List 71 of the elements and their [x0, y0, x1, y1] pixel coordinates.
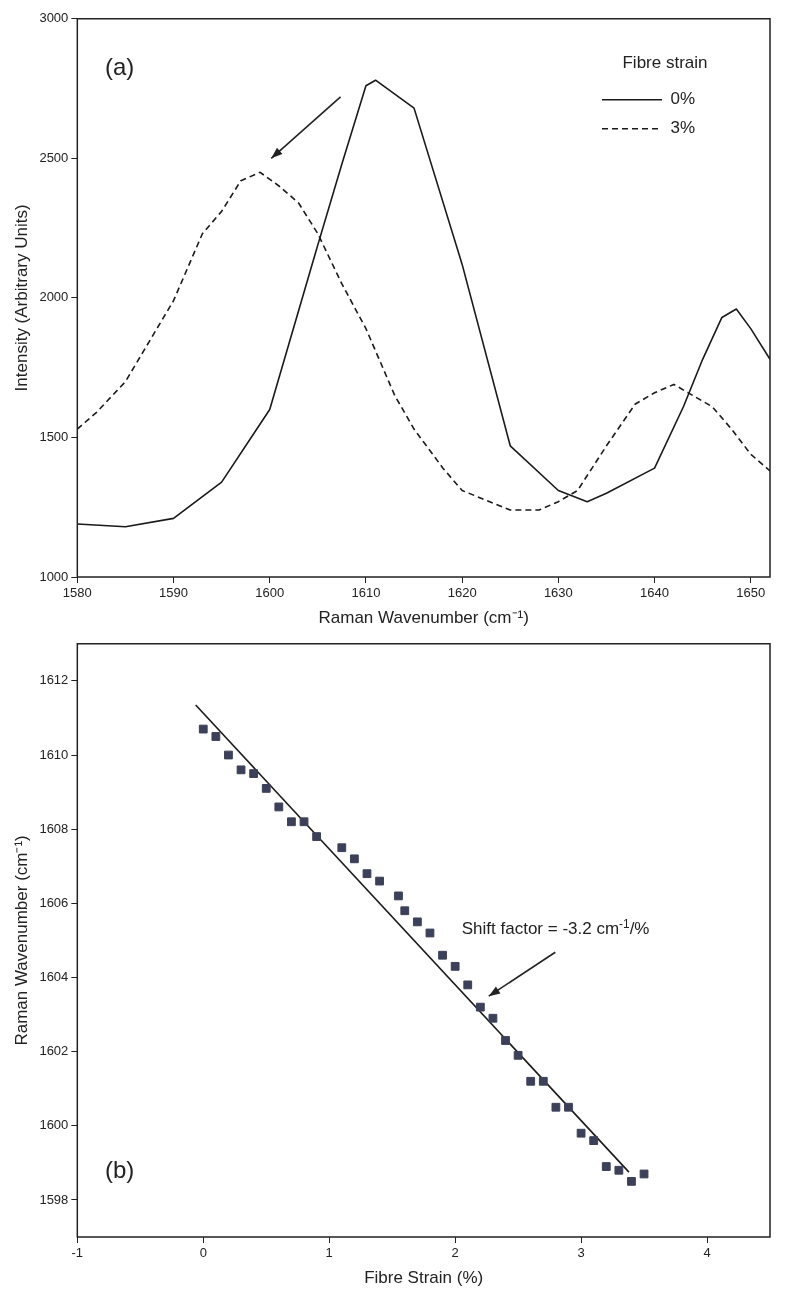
- point: [526, 1076, 536, 1086]
- legend-label: 0%: [670, 89, 696, 109]
- x-tick-label: 2: [451, 1245, 459, 1261]
- point: [224, 750, 233, 760]
- point: [350, 854, 359, 864]
- point: [249, 769, 259, 778]
- y-tick-label: 2500: [39, 149, 69, 165]
- point: [589, 1136, 599, 1145]
- point: [463, 980, 473, 990]
- y-tick-label: 1598: [39, 1191, 69, 1207]
- point: [551, 1102, 561, 1112]
- point: [438, 950, 447, 960]
- point: [576, 1128, 586, 1138]
- y-tick-label: 1602: [39, 1043, 69, 1059]
- y-axis-title: Intensity (Arbitrary Units): [11, 204, 31, 392]
- point: [488, 1013, 498, 1023]
- point: [198, 724, 208, 734]
- y-tick-label: 1604: [39, 969, 69, 985]
- y-axis-title: Raman Wavenumber (cm⁻¹): [11, 835, 31, 1046]
- point: [513, 1050, 523, 1060]
- y-tick-label: 1608: [39, 820, 69, 836]
- point: [375, 876, 384, 886]
- legend-title: Fibre strain: [622, 52, 708, 72]
- x-axis-title: Raman Wavenumber (cm⁻¹): [318, 608, 529, 628]
- point: [601, 1162, 611, 1171]
- point: [400, 906, 410, 916]
- x-tick-label: 3: [577, 1245, 585, 1261]
- y-tick-label: 1610: [39, 746, 69, 762]
- y-tick-label: 1600: [39, 1117, 69, 1133]
- y-tick-label: 1500: [39, 429, 69, 445]
- point: [475, 1002, 485, 1012]
- point: [261, 784, 271, 793]
- point: [394, 891, 403, 901]
- point: [501, 1036, 510, 1045]
- point: [627, 1177, 636, 1186]
- x-tick-label: 0: [199, 1245, 207, 1261]
- x-tick-label: 1620: [447, 585, 477, 601]
- point: [450, 961, 460, 971]
- x-tick-label: 1: [325, 1245, 333, 1261]
- point: [564, 1102, 573, 1112]
- y-tick-label: 1000: [39, 568, 69, 584]
- point: [211, 732, 221, 741]
- x-axis-title: Fibre Strain (%): [364, 1268, 484, 1288]
- point: [274, 802, 284, 812]
- x-tick-label: 1610: [351, 585, 381, 601]
- point: [312, 832, 321, 841]
- y-tick-label: 3000: [39, 10, 69, 26]
- point: [362, 869, 372, 879]
- point: [412, 917, 422, 927]
- x-tick-label: 1650: [736, 585, 766, 601]
- annotation: (a): [105, 52, 135, 80]
- x-tick-label: 1590: [159, 585, 188, 601]
- point: [538, 1076, 548, 1086]
- legend-label: 3%: [670, 118, 696, 138]
- x-tick-label: 1630: [543, 585, 573, 601]
- point: [299, 817, 309, 827]
- annotation: (b): [105, 1155, 135, 1183]
- point: [287, 817, 296, 827]
- x-tick-label: 1580: [62, 585, 92, 601]
- x-tick-label: 1640: [640, 585, 670, 601]
- y-tick-label: 1606: [39, 894, 69, 910]
- x-tick-label: 4: [703, 1245, 711, 1261]
- point: [236, 765, 246, 775]
- y-tick-label: 2000: [39, 289, 69, 305]
- point: [614, 1165, 624, 1175]
- y-tick-label: 1612: [39, 672, 69, 688]
- x-tick-label: -1: [71, 1245, 84, 1261]
- x-tick-label: 1600: [255, 585, 285, 601]
- point: [639, 1169, 649, 1179]
- point: [425, 928, 435, 938]
- point: [337, 843, 347, 853]
